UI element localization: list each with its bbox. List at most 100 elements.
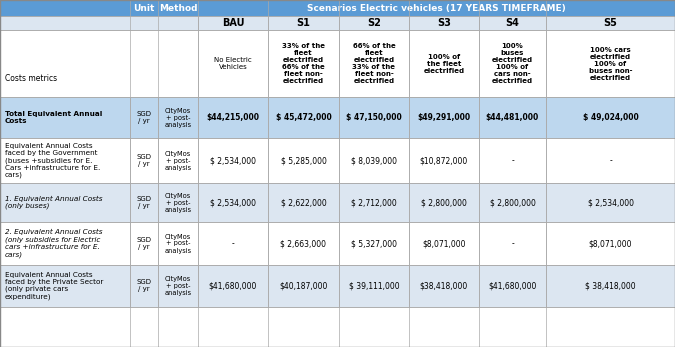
Bar (0, 222, 130, 265)
Text: $ 47,150,000: $ 47,150,000 (346, 113, 402, 122)
Text: $40,187,000: $40,187,000 (279, 281, 327, 290)
Text: $ 2,622,000: $ 2,622,000 (281, 198, 327, 207)
Bar (409, 183, 479, 222)
Text: SGD
/ yr: SGD / yr (136, 154, 151, 167)
Text: $44,215,000: $44,215,000 (207, 113, 259, 122)
Bar (268, 97, 339, 138)
Bar (546, 222, 675, 265)
Text: CityMos
+ post-
analysis: CityMos + post- analysis (165, 276, 192, 296)
Text: $8,071,000: $8,071,000 (423, 239, 466, 248)
Bar (409, 97, 479, 138)
Text: $ 2,534,000: $ 2,534,000 (210, 198, 256, 207)
Bar (198, 138, 268, 183)
Bar (479, 16, 546, 30)
Bar (268, 138, 339, 183)
Text: S2: S2 (367, 18, 381, 28)
Text: 100% of
the fleet
electrified: 100% of the fleet electrified (423, 53, 464, 74)
Text: $ 8,039,000: $ 8,039,000 (351, 156, 397, 165)
Bar (268, 183, 339, 222)
Bar (479, 183, 546, 222)
Bar (546, 30, 675, 97)
Text: 66% of the
fleet
electrified
33% of the
fleet non-
electrified: 66% of the fleet electrified 33% of the … (352, 43, 396, 84)
Bar (0, 30, 198, 97)
Text: CityMos
+ post-
analysis: CityMos + post- analysis (165, 193, 192, 212)
Text: $ 45,472,000: $ 45,472,000 (275, 113, 331, 122)
Bar (158, 138, 198, 183)
Bar (130, 222, 158, 265)
Bar (130, 265, 158, 307)
Text: $ 38,418,000: $ 38,418,000 (585, 281, 636, 290)
Text: SGD
/ yr: SGD / yr (136, 111, 151, 124)
Text: Costs metrics: Costs metrics (5, 74, 57, 83)
Text: CityMos
+ post-
analysis: CityMos + post- analysis (165, 108, 192, 127)
Text: Equivalent Annual Costs
faced by the Government
(buses +subsidies for E.
Cars +i: Equivalent Annual Costs faced by the Gov… (5, 143, 101, 178)
Text: S1: S1 (296, 18, 310, 28)
Bar (546, 97, 675, 138)
Text: $ 2,534,000: $ 2,534,000 (210, 156, 256, 165)
Bar (409, 138, 479, 183)
Text: $38,418,000: $38,418,000 (420, 281, 468, 290)
Text: $44,481,000: $44,481,000 (486, 113, 539, 122)
Text: SGD
/ yr: SGD / yr (136, 196, 151, 209)
Text: CityMos
+ post-
analysis: CityMos + post- analysis (165, 234, 192, 254)
Bar (479, 138, 546, 183)
Bar (268, 30, 339, 97)
Text: $ 2,800,000: $ 2,800,000 (489, 198, 535, 207)
Bar (479, 222, 546, 265)
Bar (158, 265, 198, 307)
Text: 1. Equivalent Annual Costs
(only buses): 1. Equivalent Annual Costs (only buses) (5, 196, 103, 209)
Text: $ 2,663,000: $ 2,663,000 (281, 239, 327, 248)
Text: S3: S3 (437, 18, 451, 28)
Text: Method: Method (159, 3, 197, 12)
Bar (339, 265, 409, 307)
Bar (130, 183, 158, 222)
Bar (0, 0, 675, 16)
Text: -: - (511, 239, 514, 248)
Text: $8,071,000: $8,071,000 (589, 239, 632, 248)
Text: $49,291,000: $49,291,000 (417, 113, 470, 122)
Bar (158, 183, 198, 222)
Text: -: - (511, 156, 514, 165)
Bar (130, 138, 158, 183)
Text: $ 5,327,000: $ 5,327,000 (351, 239, 397, 248)
Bar (0, 97, 130, 138)
Bar (339, 183, 409, 222)
Bar (268, 16, 339, 30)
Bar (479, 265, 546, 307)
Bar (546, 265, 675, 307)
Text: 100%
buses
electrified
100% of
cars non-
electrified: 100% buses electrified 100% of cars non-… (492, 43, 533, 84)
Bar (158, 97, 198, 138)
Text: $ 2,534,000: $ 2,534,000 (587, 198, 634, 207)
Text: No Electric
Vehicles: No Electric Vehicles (214, 57, 252, 70)
Text: CityMos
+ post-
analysis: CityMos + post- analysis (165, 151, 192, 170)
Text: S5: S5 (603, 18, 618, 28)
Bar (409, 16, 479, 30)
Text: 2. Equivalent Annual Costs
(only subsidies for Electric
cars +infrastructure for: 2. Equivalent Annual Costs (only subsidi… (5, 229, 103, 257)
Text: SGD
/ yr: SGD / yr (136, 279, 151, 293)
Text: 33% of the
fleet
electrified
66% of the
fleet non-
electrified: 33% of the fleet electrified 66% of the … (282, 43, 325, 84)
Bar (0, 16, 198, 30)
Bar (198, 265, 268, 307)
Bar (409, 222, 479, 265)
Text: 100% cars
electrified
100% of
buses non-
electrified: 100% cars electrified 100% of buses non-… (589, 46, 632, 81)
Bar (339, 97, 409, 138)
Bar (546, 138, 675, 183)
Bar (268, 265, 339, 307)
Text: Unit: Unit (133, 3, 155, 12)
Bar (546, 16, 675, 30)
Bar (0, 138, 130, 183)
Bar (479, 97, 546, 138)
Bar (198, 97, 268, 138)
Bar (339, 138, 409, 183)
Text: BAU: BAU (222, 18, 244, 28)
Bar (198, 183, 268, 222)
Text: $ 49,024,000: $ 49,024,000 (583, 113, 639, 122)
Text: $ 5,285,000: $ 5,285,000 (281, 156, 327, 165)
Bar (0, 265, 130, 307)
Text: Equivalent Annual Costs
faced by the Private Sector
(only private cars
expenditu: Equivalent Annual Costs faced by the Pri… (5, 272, 103, 300)
Bar (158, 222, 198, 265)
Bar (0, 183, 130, 222)
Text: Scenarios Electric vehicles (17 YEARS TIMEFRAME): Scenarios Electric vehicles (17 YEARS TI… (307, 3, 566, 12)
Text: $41,680,000: $41,680,000 (209, 281, 257, 290)
Text: Total Equivalent Annual
Costs: Total Equivalent Annual Costs (5, 111, 102, 124)
